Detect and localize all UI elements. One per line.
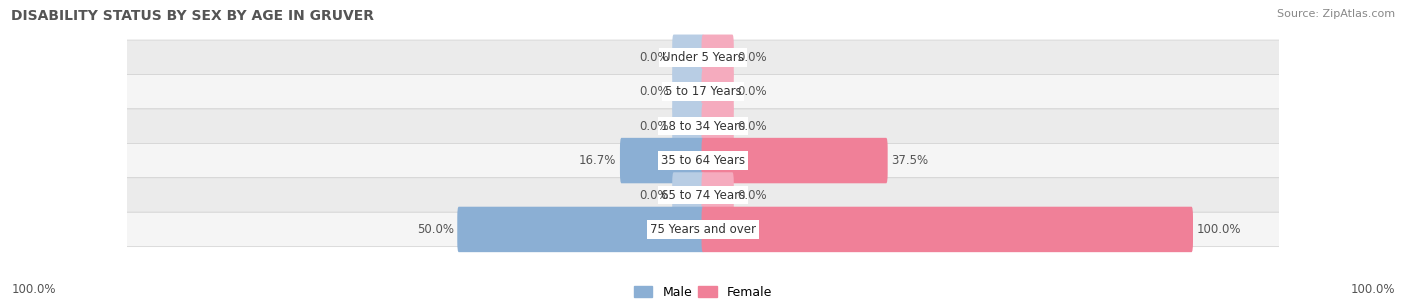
Text: 100.0%: 100.0%: [1197, 223, 1241, 236]
Text: Source: ZipAtlas.com: Source: ZipAtlas.com: [1277, 9, 1395, 19]
Text: 37.5%: 37.5%: [891, 154, 928, 167]
Text: 5 to 17 Years: 5 to 17 Years: [665, 85, 741, 98]
FancyBboxPatch shape: [702, 138, 887, 183]
Text: 35 to 64 Years: 35 to 64 Years: [661, 154, 745, 167]
FancyBboxPatch shape: [127, 74, 1279, 109]
Text: 0.0%: 0.0%: [640, 120, 669, 133]
FancyBboxPatch shape: [702, 34, 734, 80]
FancyBboxPatch shape: [457, 207, 704, 252]
Text: 0.0%: 0.0%: [737, 85, 766, 98]
FancyBboxPatch shape: [127, 40, 1279, 74]
FancyBboxPatch shape: [127, 178, 1279, 212]
FancyBboxPatch shape: [127, 109, 1279, 143]
FancyBboxPatch shape: [672, 172, 704, 218]
FancyBboxPatch shape: [672, 69, 704, 114]
Text: 0.0%: 0.0%: [640, 51, 669, 64]
Text: 0.0%: 0.0%: [737, 120, 766, 133]
Text: 0.0%: 0.0%: [640, 188, 669, 202]
Text: 100.0%: 100.0%: [11, 283, 56, 296]
FancyBboxPatch shape: [127, 143, 1279, 178]
Text: 65 to 74 Years: 65 to 74 Years: [661, 188, 745, 202]
Text: 100.0%: 100.0%: [1350, 283, 1395, 296]
FancyBboxPatch shape: [672, 34, 704, 80]
Legend: Male, Female: Male, Female: [628, 281, 778, 304]
FancyBboxPatch shape: [127, 212, 1279, 247]
Text: 50.0%: 50.0%: [416, 223, 454, 236]
Text: DISABILITY STATUS BY SEX BY AGE IN GRUVER: DISABILITY STATUS BY SEX BY AGE IN GRUVE…: [11, 9, 374, 23]
FancyBboxPatch shape: [620, 138, 704, 183]
Text: 18 to 34 Years: 18 to 34 Years: [661, 120, 745, 133]
Text: 16.7%: 16.7%: [579, 154, 616, 167]
Text: 0.0%: 0.0%: [640, 85, 669, 98]
FancyBboxPatch shape: [702, 172, 734, 218]
Text: 0.0%: 0.0%: [737, 188, 766, 202]
FancyBboxPatch shape: [672, 103, 704, 149]
FancyBboxPatch shape: [702, 69, 734, 114]
Text: 75 Years and over: 75 Years and over: [650, 223, 756, 236]
Text: 0.0%: 0.0%: [737, 51, 766, 64]
Text: Under 5 Years: Under 5 Years: [662, 51, 744, 64]
FancyBboxPatch shape: [702, 207, 1192, 252]
FancyBboxPatch shape: [702, 103, 734, 149]
